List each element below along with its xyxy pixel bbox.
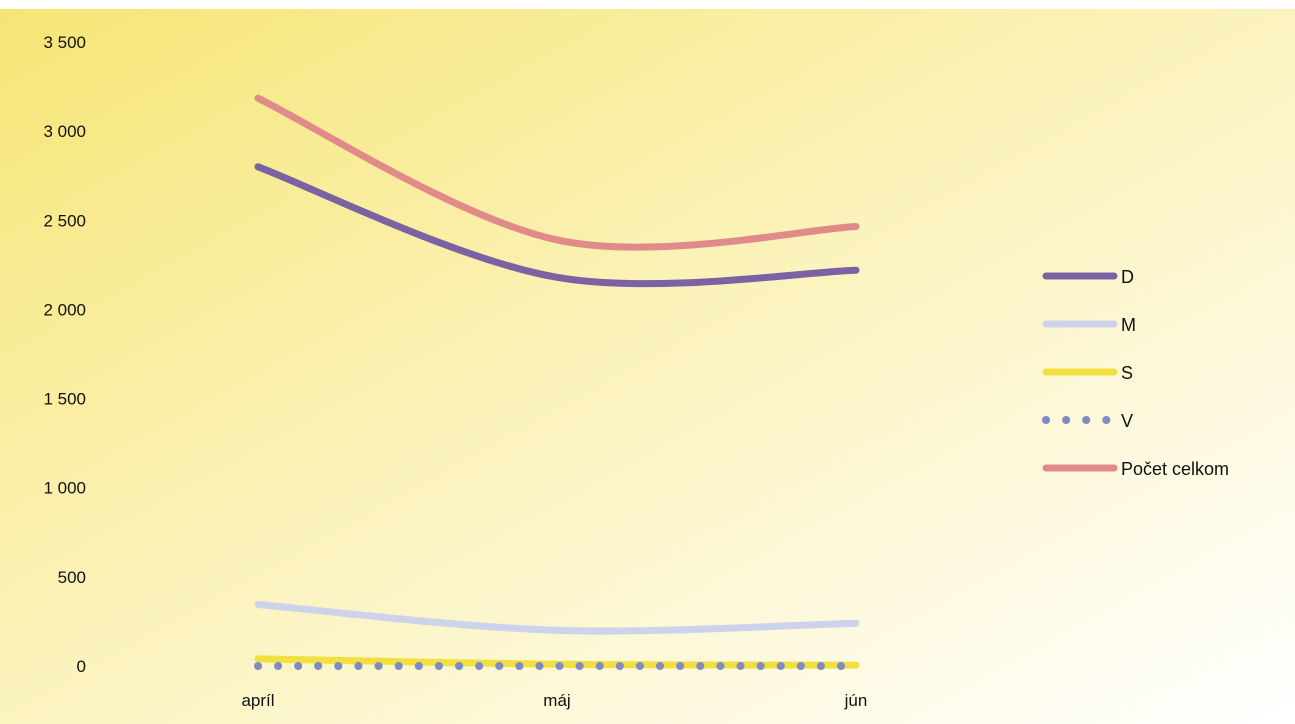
y-tick-label: 3 000	[43, 122, 86, 141]
legend-label-s: S	[1121, 363, 1133, 383]
series-line-pocet-celkom	[254, 94, 860, 251]
chart-background	[0, 9, 1295, 724]
legend-label-d: D	[1121, 267, 1134, 287]
y-tick-label: 3 500	[43, 33, 86, 52]
x-axis: apríl máj jún	[241, 691, 867, 710]
y-tick-label: 500	[58, 568, 86, 587]
x-tick-label: jún	[844, 691, 868, 710]
legend-label-pocet-celkom: Počet celkom	[1121, 459, 1229, 479]
legend-label-m: M	[1121, 315, 1136, 335]
y-tick-label: 0	[77, 657, 86, 676]
y-tick-label: 1 000	[43, 479, 86, 498]
y-tick-label: 2 000	[43, 300, 86, 319]
legend: D M S V Počet celkom	[1042, 267, 1229, 479]
y-tick-label: 1 500	[43, 390, 86, 409]
x-tick-label: apríl	[241, 691, 274, 710]
y-axis: 0 500 1 000 1 500 2 000 2 500 3 000 3 500	[43, 33, 86, 676]
series-layer	[254, 94, 860, 671]
x-tick-label: máj	[543, 691, 570, 710]
y-tick-label: 2 500	[43, 211, 86, 230]
legend-label-v: V	[1121, 411, 1133, 431]
